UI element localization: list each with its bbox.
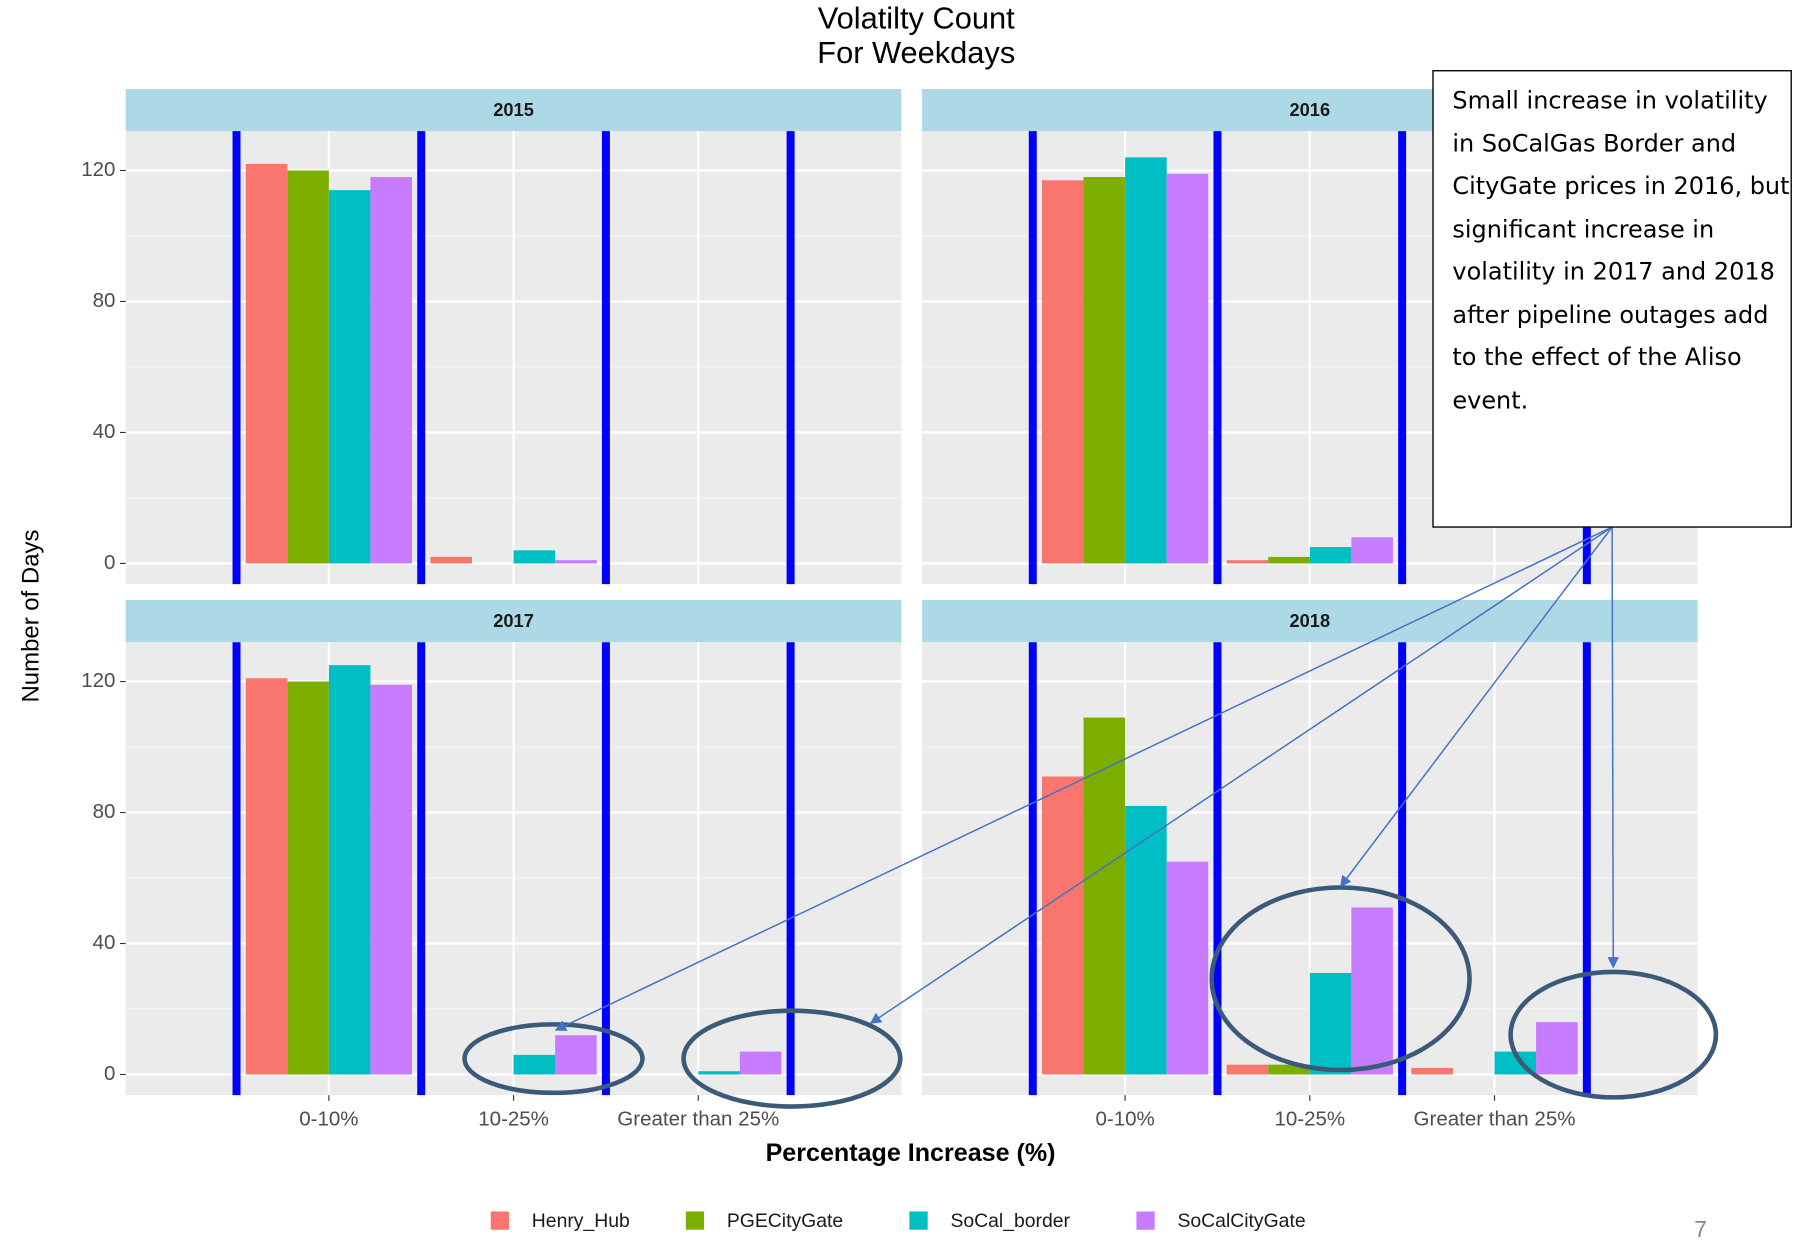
bar: [328, 665, 371, 1075]
bar: [555, 1035, 597, 1075]
bar: [1125, 157, 1167, 564]
bar: [1268, 556, 1310, 564]
ellipse: [681, 1008, 903, 1109]
arrow: [1607, 527, 1619, 969]
strip: [125, 88, 902, 132]
x-tick-label: 0-10%: [1095, 1108, 1154, 1131]
panel-title: 2018: [1290, 610, 1331, 631]
bar: [1083, 177, 1126, 564]
bar: [430, 556, 473, 564]
highlight-ellipses: [462, 885, 1719, 1109]
y-tick-label: 40: [93, 931, 116, 954]
bar: [328, 190, 371, 564]
bar: [1166, 173, 1209, 564]
legend-label: SoCalCityGate: [1177, 1210, 1305, 1232]
chart-title: Volatilty Count: [818, 1, 1015, 36]
bar: [1166, 861, 1209, 1075]
bar: [1309, 972, 1352, 1075]
y-axis-label: Number of Days: [17, 530, 44, 703]
legend-label: Henry_Hub: [532, 1210, 630, 1232]
bar: [698, 1071, 740, 1075]
legend-key: [490, 1211, 510, 1230]
bar: [287, 681, 329, 1075]
ellipse: [1209, 885, 1472, 1073]
y-tick-label: 120: [81, 158, 115, 181]
chart-subtitle: For Weekdays: [817, 35, 1015, 70]
y-tick-label: 0: [104, 551, 115, 574]
y-tick-label: 0: [104, 1062, 115, 1085]
bar: [287, 170, 329, 564]
x-tick-label: 10-25%: [1274, 1108, 1345, 1131]
bar: [1083, 717, 1126, 1075]
strip: [921, 600, 1698, 643]
annotation-container: Small increase in volatility in SoCalGas…: [1452, 86, 1790, 414]
bar: [1226, 560, 1269, 564]
annotation: Small increase in volatility in SoCalGas…: [1452, 86, 1790, 414]
bar: [245, 678, 288, 1075]
bar: [513, 1054, 556, 1075]
legend-label: PGECityGate: [727, 1210, 843, 1232]
bar: [245, 163, 288, 564]
bar: [739, 1051, 782, 1075]
arrow: [1339, 526, 1613, 888]
legend: Henry_Hub PGECityGate SoCal_border SoCalCit…: [490, 1210, 1306, 1232]
legend-key: [1136, 1211, 1155, 1230]
y-tick-label: 40: [93, 420, 116, 443]
bar: [513, 550, 556, 564]
panels: 2015 0 40 80 120 2016 2017 0 40 80 120 0-10% 10-25% G…: [81, 88, 1698, 1131]
bar: [1411, 1067, 1453, 1075]
page-number: 7: [1694, 1216, 1707, 1240]
bar: [555, 560, 597, 564]
bar: [370, 684, 412, 1075]
bar: [1309, 547, 1352, 564]
ellipse: [462, 1022, 645, 1096]
panel-title: 2015: [493, 99, 534, 120]
arrow: [869, 526, 1613, 1024]
bar: [1042, 776, 1084, 1075]
bar: [1042, 180, 1084, 564]
bar: [1536, 1022, 1578, 1075]
bar: [1226, 1064, 1269, 1075]
x-tick-label: 10-25%: [478, 1108, 549, 1131]
y-tick-label: 80: [93, 289, 116, 312]
legend-label: SoCal_border: [950, 1210, 1070, 1232]
bar: [1268, 1064, 1310, 1075]
strip: [125, 600, 902, 643]
annotation-box: [1432, 70, 1792, 528]
legend-key: [909, 1211, 928, 1230]
panel-title: 2016: [1290, 99, 1331, 120]
x-tick-label: 0-10%: [299, 1108, 358, 1131]
arrow: [554, 526, 1613, 1031]
legend-key: [685, 1211, 705, 1230]
x-tick-label: Greater than 25%: [617, 1108, 779, 1131]
y-tick-label: 120: [81, 669, 115, 692]
bar: [1125, 805, 1167, 1075]
ellipse: [1508, 969, 1719, 1100]
x-axis-label: Percentage Increase (%): [766, 1139, 1056, 1167]
bar: [370, 177, 412, 564]
bar: [1351, 537, 1393, 564]
x-tick-label: Greater than 25%: [1414, 1108, 1576, 1131]
panel-title: 2017: [493, 610, 534, 631]
arrows: [554, 526, 1619, 1031]
y-tick-label: 80: [93, 800, 116, 823]
bar: [1351, 907, 1393, 1075]
